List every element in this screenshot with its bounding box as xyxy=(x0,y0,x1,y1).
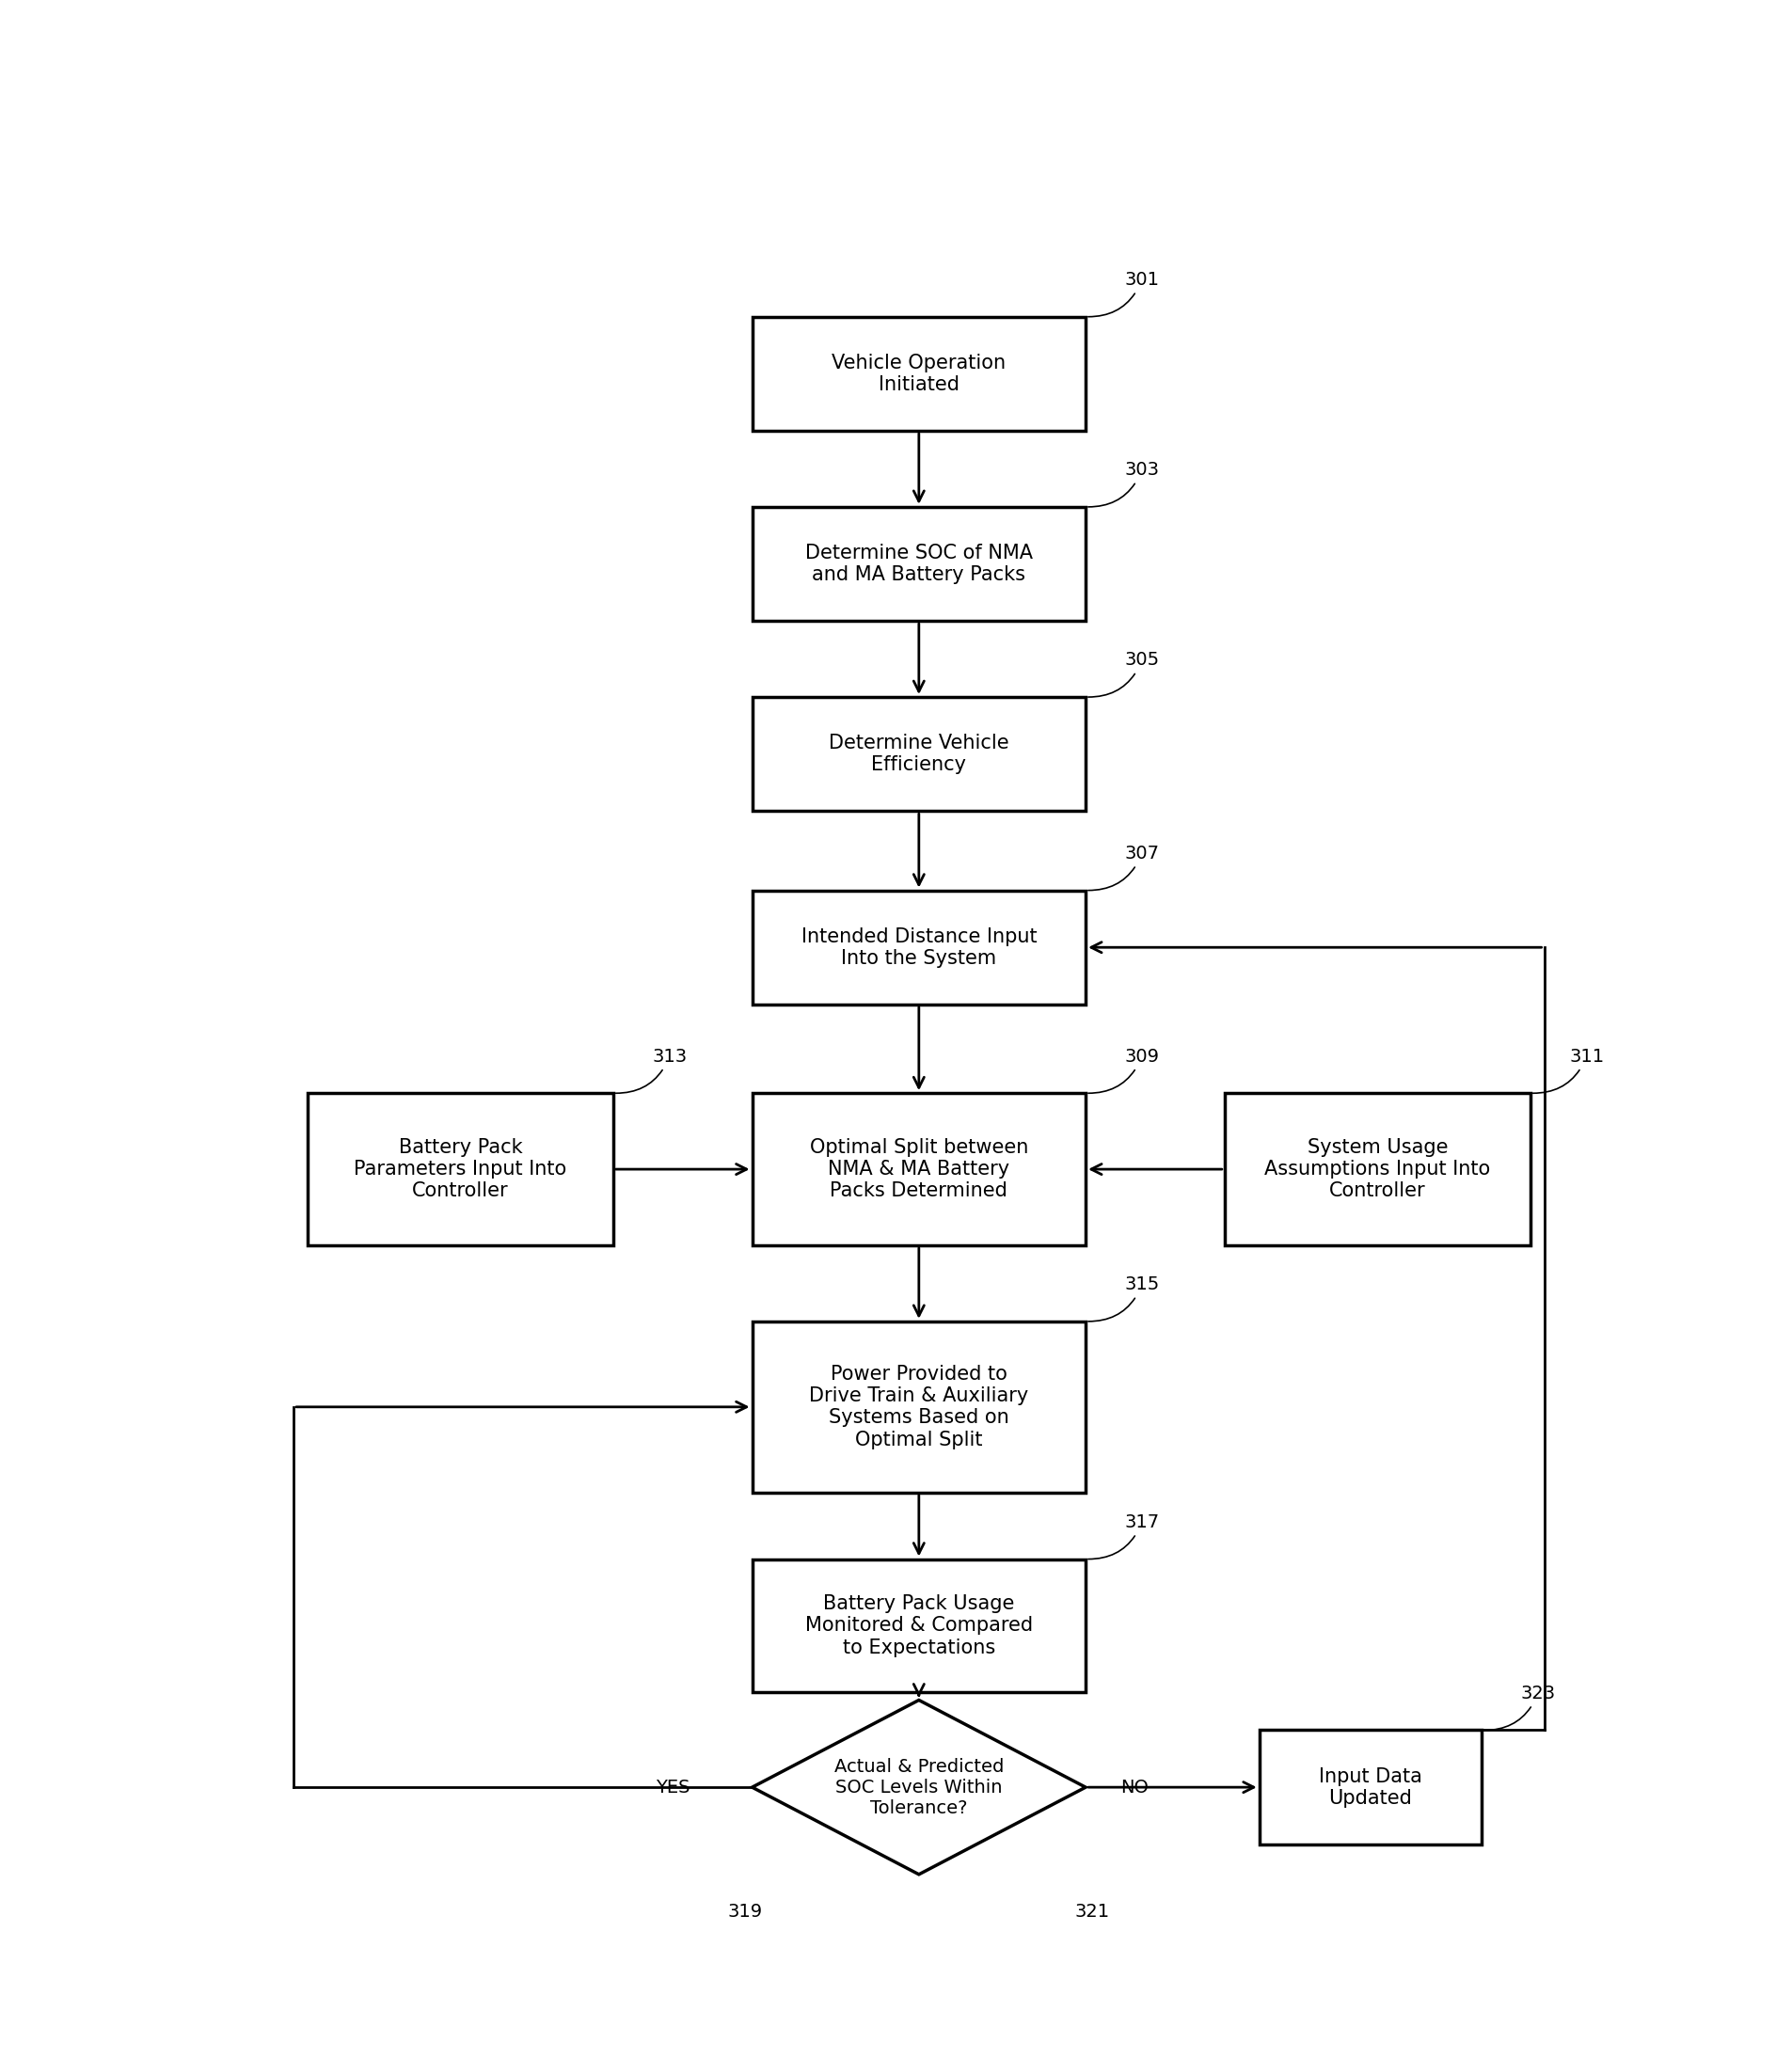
Text: YES: YES xyxy=(654,1778,690,1797)
Text: 307: 307 xyxy=(1088,844,1159,891)
Text: Determine SOC of NMA
and MA Battery Packs: Determine SOC of NMA and MA Battery Pack… xyxy=(805,543,1032,584)
FancyBboxPatch shape xyxy=(753,891,1084,1004)
Text: 321: 321 xyxy=(1075,1904,1109,1920)
FancyBboxPatch shape xyxy=(1224,1093,1529,1245)
Text: Actual & Predicted
SOC Levels Within
Tolerance?: Actual & Predicted SOC Levels Within Tol… xyxy=(833,1758,1004,1817)
FancyBboxPatch shape xyxy=(753,317,1084,430)
Text: 319: 319 xyxy=(728,1904,762,1920)
Text: Intended Distance Input
Into the System: Intended Distance Input Into the System xyxy=(801,926,1036,967)
Text: System Usage
Assumptions Input Into
Controller: System Usage Assumptions Input Into Cont… xyxy=(1263,1138,1489,1200)
Text: 303: 303 xyxy=(1088,461,1159,506)
Text: Optimal Split between
NMA & MA Battery
Packs Determined: Optimal Split between NMA & MA Battery P… xyxy=(810,1138,1027,1200)
FancyBboxPatch shape xyxy=(753,1321,1084,1492)
Text: 309: 309 xyxy=(1088,1048,1159,1093)
Text: Vehicle Operation
Initiated: Vehicle Operation Initiated xyxy=(831,354,1005,393)
Text: 315: 315 xyxy=(1088,1276,1159,1321)
FancyBboxPatch shape xyxy=(753,1560,1084,1692)
Text: Input Data
Updated: Input Data Updated xyxy=(1319,1768,1421,1807)
FancyBboxPatch shape xyxy=(308,1093,613,1245)
Text: 317: 317 xyxy=(1088,1513,1159,1560)
FancyBboxPatch shape xyxy=(1258,1731,1480,1844)
FancyBboxPatch shape xyxy=(753,506,1084,622)
Text: NO: NO xyxy=(1120,1778,1149,1797)
Polygon shape xyxy=(753,1700,1084,1875)
FancyBboxPatch shape xyxy=(753,698,1084,811)
Text: 305: 305 xyxy=(1088,650,1159,698)
Text: 323: 323 xyxy=(1484,1683,1555,1731)
Text: 301: 301 xyxy=(1088,272,1159,317)
Text: Battery Pack Usage
Monitored & Compared
to Expectations: Battery Pack Usage Monitored & Compared … xyxy=(805,1595,1032,1657)
FancyBboxPatch shape xyxy=(753,1093,1084,1245)
Text: Battery Pack
Parameters Input Into
Controller: Battery Pack Parameters Input Into Contr… xyxy=(353,1138,566,1200)
Text: Determine Vehicle
Efficiency: Determine Vehicle Efficiency xyxy=(828,735,1009,774)
Text: 313: 313 xyxy=(615,1048,686,1093)
Text: 311: 311 xyxy=(1532,1048,1604,1093)
Text: Power Provided to
Drive Train & Auxiliary
Systems Based on
Optimal Split: Power Provided to Drive Train & Auxiliar… xyxy=(808,1364,1029,1449)
